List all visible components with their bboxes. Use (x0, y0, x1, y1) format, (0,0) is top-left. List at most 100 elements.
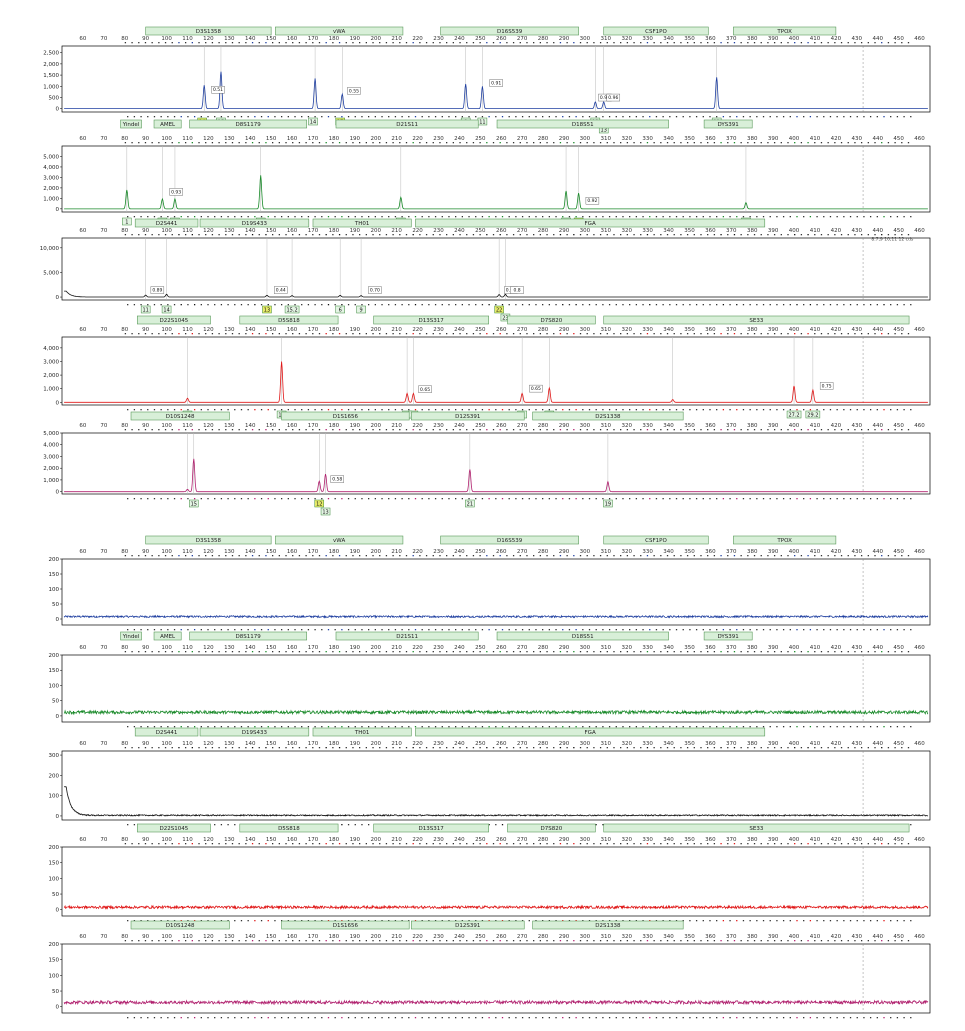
bin-mark-bottom (568, 304, 571, 306)
bin-mark-bottom (789, 498, 791, 500)
bin-mark-top (727, 940, 729, 942)
bin-mark-bottom (742, 304, 745, 306)
x-tick-label: 430 (852, 934, 863, 940)
bin-mark-bottom (749, 304, 751, 306)
bin-mark-top (686, 651, 689, 653)
bin-mark-bottom (133, 216, 136, 218)
bin-mark-top (506, 555, 508, 557)
bin-mark-top (733, 333, 736, 335)
x-tick-label: 280 (538, 934, 549, 940)
bin-mark-top (238, 747, 240, 749)
bin-mark-bottom (254, 304, 256, 306)
bin-mark-bottom (414, 116, 417, 118)
bin-mark-bottom (722, 1017, 725, 1019)
bin-mark-top (198, 651, 200, 653)
bin-mark-bottom (240, 1017, 243, 1019)
bin-mark-bottom (615, 409, 617, 411)
x-tick-label: 230 (433, 36, 444, 42)
bin-mark-bottom (401, 1017, 403, 1019)
bin-mark-top (753, 555, 756, 557)
bin-mark-bottom (167, 216, 169, 218)
bin-mark-bottom (274, 498, 276, 500)
bin-mark-top (700, 234, 702, 236)
bin-mark-bottom (455, 216, 457, 218)
x-tick-label: 410 (810, 423, 821, 429)
bin-mark-top (158, 333, 160, 335)
x-tick-label: 320 (621, 327, 632, 333)
bin-mark-top (352, 42, 354, 44)
bin-mark-bottom (240, 216, 243, 218)
bin-mark-bottom (367, 920, 370, 922)
bin-mark-bottom (294, 116, 296, 118)
bin-mark-bottom (836, 629, 838, 631)
bin-mark-bottom (173, 116, 176, 118)
peak-ratio-label: 0.65 (420, 387, 430, 393)
bin-mark-bottom (662, 726, 664, 728)
bin-mark-top (606, 234, 608, 236)
bin-mark-top (425, 42, 428, 44)
bin-mark-top (338, 940, 341, 942)
bin-mark-bottom (588, 304, 591, 306)
bin-mark-bottom (729, 726, 731, 728)
bin-mark-bottom (856, 409, 858, 411)
bin-mark-top (178, 747, 180, 749)
bin-mark-top (425, 234, 428, 236)
bin-mark-bottom (361, 216, 363, 218)
bin-mark-top (586, 42, 588, 44)
bin-mark-top (312, 940, 314, 942)
bin-mark-bottom (582, 304, 584, 306)
bin-mark-top (225, 555, 227, 557)
bin-mark-top (372, 555, 374, 557)
bin-mark-bottom (836, 116, 838, 118)
x-tick-label: 430 (852, 327, 863, 333)
bin-mark-bottom (876, 920, 878, 922)
bin-mark-top (660, 747, 662, 749)
bin-mark-top (579, 234, 582, 236)
bin-mark-top (640, 234, 642, 236)
bin-mark-bottom (890, 920, 892, 922)
bin-mark-bottom (796, 920, 798, 922)
bin-mark-bottom (662, 629, 664, 631)
allele-call-box (320, 507, 331, 516)
bin-mark-bottom (829, 116, 832, 118)
bin-mark-top (653, 142, 655, 144)
bin-mark-top (894, 555, 896, 557)
bin-mark-top (807, 940, 809, 942)
bin-mark-top (727, 234, 729, 236)
x-tick-label: 420 (831, 837, 842, 843)
bin-mark-top (814, 843, 816, 845)
bin-mark-bottom (341, 116, 343, 118)
bin-mark-bottom (434, 1017, 437, 1019)
x-tick-label: 310 (601, 36, 612, 42)
bin-mark-top (312, 843, 314, 845)
bin-mark-bottom (910, 498, 912, 500)
bin-mark-bottom (374, 304, 376, 306)
bin-mark-top (626, 940, 629, 942)
bin-mark-top (693, 747, 695, 749)
bin-mark-bottom (702, 1017, 704, 1019)
bin-mark-bottom (481, 498, 484, 500)
bin-mark-bottom (448, 116, 450, 118)
bin-mark-top (184, 42, 187, 44)
bin-mark-bottom (140, 920, 142, 922)
bin-mark-bottom (856, 498, 858, 500)
bin-mark-top (492, 142, 495, 144)
x-tick-label: 180 (329, 423, 340, 429)
y-tick-label: 50 (52, 989, 59, 995)
bin-mark-top (271, 940, 274, 942)
bin-mark-bottom (535, 116, 537, 118)
bin-mark-top (459, 940, 461, 942)
bin-mark-bottom (829, 629, 832, 631)
x-tick-label: 350 (684, 136, 695, 142)
x-tick-label: 220 (412, 837, 423, 843)
bin-mark-top (680, 429, 682, 431)
x-tick-label: 280 (538, 549, 549, 555)
bin-mark-top (379, 747, 381, 749)
bin-mark-top (773, 747, 776, 749)
x-tick-label: 70 (100, 36, 107, 42)
bin-mark-top (305, 429, 307, 431)
bin-mark-bottom (247, 304, 249, 306)
bin-mark-top (158, 142, 160, 144)
bin-mark-top (787, 555, 789, 557)
bin-mark-bottom (274, 216, 276, 218)
